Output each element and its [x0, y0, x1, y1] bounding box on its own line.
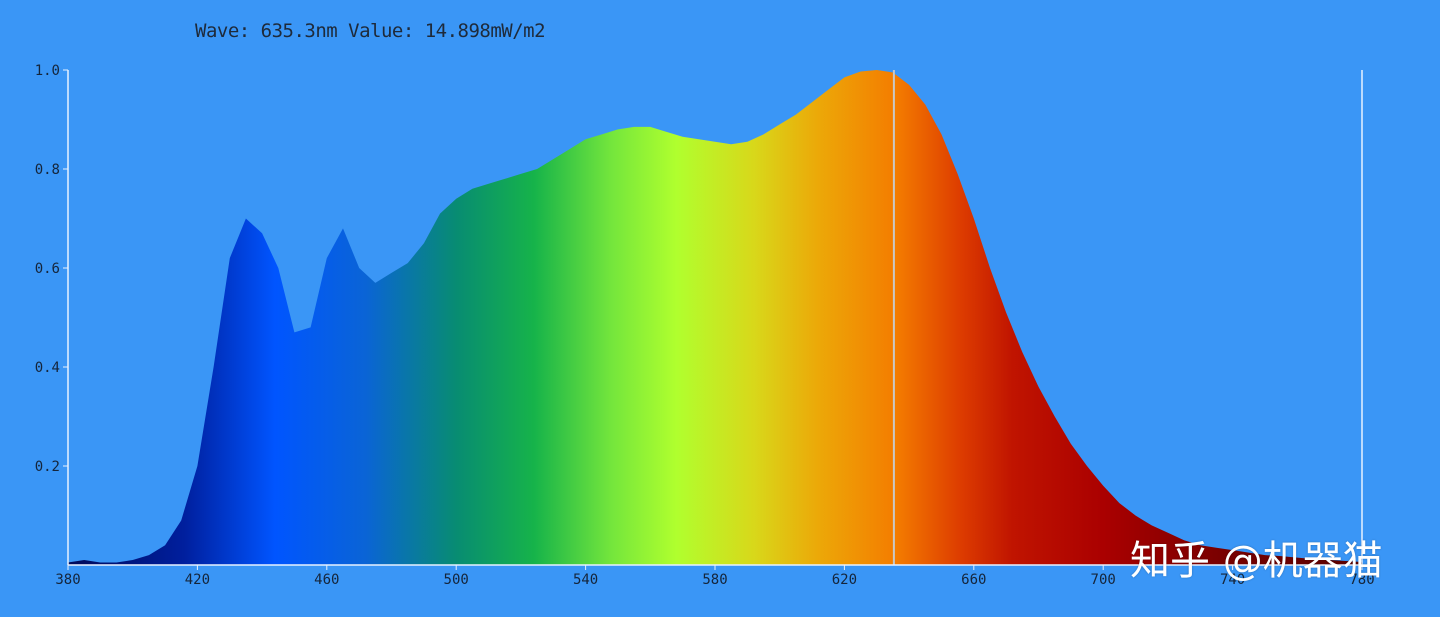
x-tick-label: 540	[573, 572, 598, 588]
watermark: 知乎 @机器猫	[1130, 538, 1383, 584]
x-tick-label: 420	[185, 572, 210, 588]
y-tick-label: 1.0	[35, 63, 60, 79]
x-tick-label: 380	[55, 572, 80, 588]
x-tick-label: 740	[1220, 572, 1245, 588]
x-tick-label: 460	[314, 572, 339, 588]
x-tick-label: 660	[961, 572, 986, 588]
plot-area	[68, 70, 1362, 565]
y-tick-label: 0.6	[35, 261, 60, 277]
x-tick-label: 620	[832, 572, 857, 588]
y-tick-label: 0.8	[35, 162, 60, 178]
cursor-readout: Wave: 635.3nm Value: 14.898mW/m2	[195, 20, 546, 42]
y-tick-label: 0.4	[35, 360, 60, 376]
x-tick-label: 700	[1091, 572, 1116, 588]
x-tick-label: 580	[702, 572, 727, 588]
x-tick-label: 500	[444, 572, 469, 588]
x-tick-label: 780	[1349, 572, 1374, 588]
spectrum-area-series-0	[68, 70, 1362, 565]
y-tick-label: 0.2	[35, 459, 60, 475]
y-axis-ticks: 0.2 0.4 0.6 0.8 1.0	[35, 63, 68, 475]
x-axis-ticks: 380 420 460 500 540 580 620 660 700 740 780	[55, 565, 1375, 588]
